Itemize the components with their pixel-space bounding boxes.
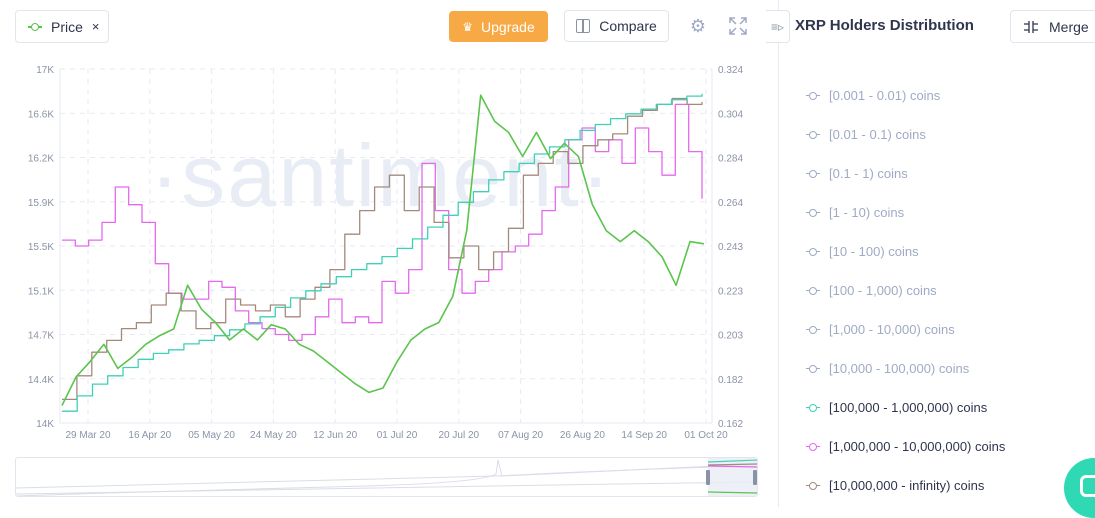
- legend-item-label: [1 - 10) coins: [829, 205, 905, 220]
- navigator-series-line: [707, 463, 757, 466]
- metric-chip-label: Price: [51, 18, 83, 35]
- series-line: [62, 93, 703, 412]
- collapse-sidebar-icon[interactable]: ≡▹: [766, 10, 790, 43]
- x-tick-label: 14 Sep 20: [621, 430, 667, 441]
- legend-item[interactable]: [0.01 - 0.1) coins: [806, 115, 1091, 154]
- legend-item-label: [0.1 - 1) coins: [829, 166, 908, 181]
- x-tick-label: 07 Aug 20: [498, 430, 543, 441]
- line-marker-icon: [806, 130, 820, 140]
- x-tick-label: 20 Jul 20: [439, 430, 480, 441]
- y-left-tick-label: 15.9K: [28, 198, 54, 209]
- legend-item-label: [10 - 100) coins: [829, 244, 919, 259]
- y-right-tick-label: 0.203: [718, 331, 743, 342]
- y-left-tick-label: 16.2K: [28, 154, 54, 165]
- legend-item-label: [0.001 - 0.01) coins: [829, 88, 941, 103]
- line-marker-icon: [806, 442, 820, 452]
- legend-item-label: [0.01 - 0.1) coins: [829, 127, 926, 142]
- x-tick-label: 01 Jul 20: [377, 430, 418, 441]
- metric-chip-price[interactable]: Price ×: [15, 10, 109, 43]
- holders-legend-list: [0.001 - 0.01) coins [0.01 - 0.1) coins [0…: [806, 76, 1091, 505]
- y-left-tick-label: 16.6K: [28, 109, 54, 120]
- y-left-tick-label: 15.5K: [28, 242, 54, 253]
- legend-item[interactable]: [100 - 1,000) coins: [806, 271, 1091, 310]
- y-right-tick-label: 0.243: [718, 242, 743, 253]
- line-marker-icon: [806, 364, 820, 374]
- line-chart[interactable]: 14K 14.4K 14.7K 15.1K 15.5K 15.9K 16.2K 16.6K 17…: [0, 55, 760, 455]
- legend-item[interactable]: [1,000 - 10,000) coins: [806, 310, 1091, 349]
- navigator-series-line: [707, 459, 757, 463]
- legend-item[interactable]: [0.001 - 0.01) coins: [806, 76, 1091, 115]
- x-tick-label: 24 May 20: [250, 430, 297, 441]
- chart-navigator[interactable]: [15, 457, 758, 497]
- crown-icon: ♛: [462, 19, 474, 34]
- navigator-overview-line: [16, 481, 757, 495]
- compare-button[interactable]: Compare: [564, 10, 669, 42]
- line-marker-icon: [806, 481, 820, 491]
- y-left-tick-label: 14K: [36, 419, 54, 430]
- series-line: [61, 94, 705, 406]
- navigator-handle-right[interactable]: [753, 470, 757, 485]
- y-left-tick-label: 14.7K: [28, 331, 54, 342]
- merge-icon: [1023, 20, 1039, 34]
- navigator-overview-line: [16, 459, 757, 496]
- legend-item-label: [1,000,000 - 10,000,000) coins: [829, 439, 1006, 454]
- navigator-overview-line: [16, 465, 757, 489]
- merge-button[interactable]: Merge: [1010, 10, 1095, 43]
- navigator-series-line: [707, 465, 757, 468]
- x-tick-label: 29 Mar 20: [65, 430, 110, 441]
- line-marker-icon: [806, 169, 820, 179]
- legend-item-label: [10,000 - 100,000) coins: [829, 361, 970, 376]
- navigator-handle-left[interactable]: [706, 470, 710, 485]
- upgrade-label: Upgrade: [481, 18, 535, 35]
- chart-toolbar: Price × ♛ Upgrade Compare ⚙: [0, 0, 780, 55]
- line-marker-icon: [806, 286, 820, 296]
- merge-label: Merge: [1049, 18, 1089, 35]
- navigator-series-line: [707, 491, 757, 494]
- sidebar-divider: [778, 0, 779, 507]
- x-tick-label: 12 Jun 20: [313, 430, 357, 441]
- legend-item-label: [10,000,000 - infinity) coins: [829, 478, 985, 493]
- y-right-tick-label: 0.182: [718, 375, 743, 386]
- legend-item-label: [100,000 - 1,000,000) coins: [829, 400, 988, 415]
- legend-item-label: [1,000 - 10,000) coins: [829, 322, 955, 337]
- y-right-tick-label: 0.284: [718, 154, 743, 165]
- legend-item-label: [100 - 1,000) coins: [829, 283, 937, 298]
- y-left-tick-label: 15.1K: [28, 286, 54, 297]
- y-right-tick-label: 0.304: [718, 109, 743, 120]
- x-tick-label: 01 Oct 20: [684, 430, 728, 441]
- line-marker-icon: [806, 91, 820, 101]
- y-left-tick-label: 14.4K: [28, 375, 54, 386]
- x-tick-label: 16 Apr 20: [128, 430, 171, 441]
- y-right-tick-label: 0.223: [718, 286, 743, 297]
- legend-item[interactable]: [10,000,000 - infinity) coins: [806, 466, 1091, 505]
- price-line-marker-icon: [28, 22, 42, 31]
- y-right-tick-label: 0.324: [718, 65, 743, 76]
- legend-item[interactable]: [10,000 - 100,000) coins: [806, 349, 1091, 388]
- legend-item[interactable]: [10 - 100) coins: [806, 232, 1091, 271]
- compare-icon: [576, 19, 591, 33]
- series-line: [62, 97, 703, 401]
- legend-item[interactable]: [100,000 - 1,000,000) coins: [806, 388, 1091, 427]
- x-tick-label: 05 May 20: [188, 430, 235, 441]
- line-marker-icon: [806, 325, 820, 335]
- y-right-tick-label: 0.264: [718, 198, 743, 209]
- compare-label: Compare: [599, 18, 657, 34]
- legend-item[interactable]: [1,000,000 - 10,000,000) coins: [806, 427, 1091, 466]
- upgrade-button[interactable]: ♛ Upgrade: [449, 11, 548, 42]
- line-marker-icon: [806, 247, 820, 257]
- legend-item[interactable]: [0.1 - 1) coins: [806, 154, 1091, 193]
- chart-area[interactable]: ·santiment· 14K 14.4K 14.7K 15.1K 15.5K 15.9K…: [0, 55, 760, 455]
- sidebar-header: ≡▹ XRP Holders Distribution Merge: [766, 10, 1095, 43]
- line-marker-icon: [806, 208, 820, 218]
- fullscreen-icon[interactable]: [728, 16, 748, 36]
- close-icon[interactable]: ×: [91, 19, 100, 34]
- legend-item[interactable]: [1 - 10) coins: [806, 193, 1091, 232]
- line-marker-icon: [806, 403, 820, 413]
- y-left-tick-label: 17K: [36, 65, 54, 76]
- y-right-tick-label: 0.162: [718, 419, 743, 430]
- x-tick-label: 26 Aug 20: [560, 430, 605, 441]
- sidebar-title: XRP Holders Distribution: [795, 17, 974, 34]
- settings-gear-icon[interactable]: ⚙: [689, 16, 707, 36]
- series-line: [62, 103, 703, 342]
